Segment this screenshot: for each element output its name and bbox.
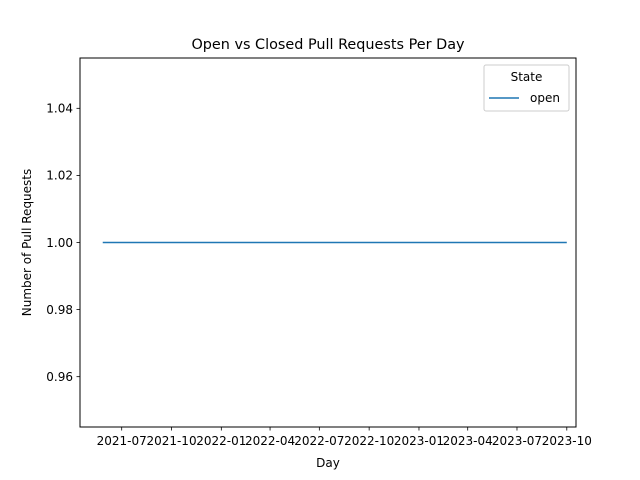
x-tick-label: 2022-10 xyxy=(344,434,394,448)
x-axis-label: Day xyxy=(316,456,340,470)
x-tick-label: 2021-10 xyxy=(146,434,196,448)
chart-title: Open vs Closed Pull Requests Per Day xyxy=(191,37,465,53)
legend: State open xyxy=(483,64,570,112)
x-tick-label: 2023-04 xyxy=(443,434,493,448)
x-tick-label: 2023-10 xyxy=(542,434,592,448)
legend-box xyxy=(483,64,570,112)
y-tick-label: 0.96 xyxy=(46,370,73,384)
x-tick-label: 2021-07 xyxy=(97,434,147,448)
y-tick-label: 1.02 xyxy=(46,169,73,183)
y-axis-label: Number of Pull Requests xyxy=(20,169,34,317)
x-tick-label: 2022-01 xyxy=(196,434,246,448)
y-axis: 0.96 0.98 1.00 1.02 1.04 xyxy=(46,102,80,384)
legend-title: State xyxy=(511,70,543,84)
y-tick-label: 0.98 xyxy=(46,303,73,317)
y-tick-label: 1.04 xyxy=(46,102,73,116)
x-tick-label: 2022-07 xyxy=(294,434,344,448)
x-tick-label: 2023-07 xyxy=(492,434,542,448)
x-tick-label: 2022-04 xyxy=(245,434,295,448)
legend-entry-open: open xyxy=(530,91,560,105)
x-tick-label: 2023-01 xyxy=(394,434,444,448)
y-tick-label: 1.00 xyxy=(46,236,73,250)
